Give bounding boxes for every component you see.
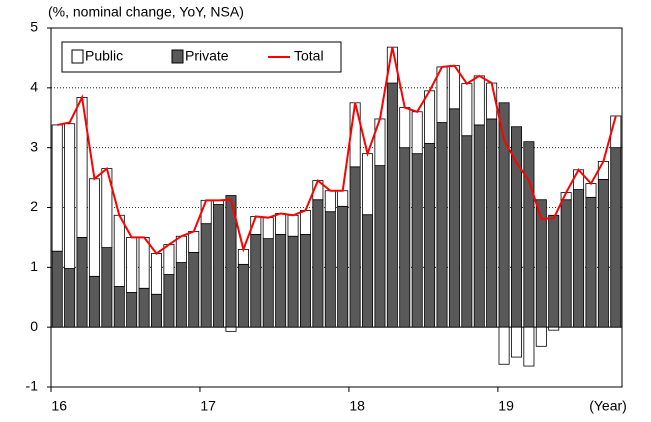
bar-private	[101, 247, 113, 328]
bar-private	[275, 234, 287, 328]
bar-public	[411, 111, 423, 155]
legend-swatch	[171, 49, 184, 64]
bar-private	[597, 178, 609, 328]
bar-private	[386, 82, 398, 328]
bar-private	[138, 287, 150, 328]
legend-label: Public	[85, 48, 123, 64]
bar-public	[399, 107, 411, 149]
bar-public	[163, 244, 175, 275]
bar-private	[88, 275, 100, 328]
bar-private	[113, 286, 125, 328]
bar-private	[585, 196, 597, 328]
x-tick-label: 16	[51, 398, 67, 414]
bar-private	[461, 135, 473, 328]
x-tick-label: 17	[200, 398, 216, 414]
bar-public	[473, 75, 485, 126]
bar-public	[188, 231, 200, 253]
bar-public	[126, 237, 138, 293]
bar-public	[597, 161, 609, 180]
bar-public	[324, 190, 336, 213]
bar-private	[523, 141, 535, 328]
bar-private	[299, 234, 311, 328]
y-tick-label: -1	[26, 378, 39, 394]
bar-private	[362, 214, 374, 328]
bar-private	[573, 189, 585, 328]
bar-public	[510, 326, 522, 358]
bar-private	[324, 211, 336, 328]
bar-private	[399, 147, 411, 328]
legend-label: Private	[185, 48, 229, 64]
bar-private	[337, 205, 349, 328]
bar-private	[51, 250, 63, 328]
legend-box	[61, 41, 342, 73]
bar-public	[275, 213, 287, 235]
bar-public	[287, 214, 299, 237]
bar-private	[486, 118, 498, 328]
bar-private	[473, 124, 485, 328]
bar-private	[64, 268, 76, 328]
bar-private	[610, 147, 622, 328]
chart-title: (%, nominal change, YoY, NSA)	[48, 4, 244, 20]
bar-public	[535, 326, 547, 347]
bar-public	[64, 123, 76, 269]
x-tick-label: 18	[349, 398, 365, 414]
bar-public	[51, 124, 63, 252]
bar-private	[448, 108, 460, 328]
bar-private	[76, 237, 88, 328]
legend-swatch	[71, 49, 84, 64]
bar-private	[151, 293, 163, 328]
bar-private	[424, 143, 436, 328]
bar-public	[151, 253, 163, 295]
bar-public	[337, 190, 349, 207]
bar-public	[523, 326, 535, 367]
bar-public	[498, 326, 510, 365]
y-tick-label: 5	[30, 19, 38, 35]
y-tick-label: 4	[30, 79, 38, 95]
bar-private	[213, 204, 225, 328]
bar-private	[411, 153, 423, 328]
bar-public	[88, 178, 100, 277]
bar-private	[188, 251, 200, 328]
plot-frame	[50, 27, 623, 388]
bar-private	[200, 223, 212, 328]
y-tick-label: 1	[30, 258, 38, 274]
x-tick-label: 19	[498, 398, 514, 414]
bar-private	[262, 238, 274, 328]
bar-private	[548, 214, 560, 328]
bar-public	[548, 326, 560, 331]
bar-public	[225, 326, 237, 332]
bar-private	[175, 262, 187, 328]
bar-public	[362, 153, 374, 216]
y-tick-label: 2	[30, 198, 38, 214]
bar-public	[200, 199, 212, 225]
y-tick-label: 0	[30, 318, 38, 334]
bar-private	[126, 292, 138, 328]
bar-public	[461, 83, 473, 137]
bar-public	[262, 217, 274, 240]
bar-public	[585, 183, 597, 198]
total-line	[57, 46, 617, 255]
bar-public	[138, 237, 150, 289]
bar-private	[287, 235, 299, 328]
bar-private	[349, 166, 361, 328]
bar-private	[312, 199, 324, 328]
bar-public	[113, 214, 125, 287]
bar-private	[374, 165, 386, 328]
y-tick-label: 3	[30, 138, 38, 154]
bar-private	[163, 274, 175, 328]
bar-private	[237, 263, 249, 328]
bar-private	[560, 199, 572, 328]
x-axis-label: (Year)	[589, 398, 627, 414]
bar-private	[436, 122, 448, 328]
legend-label: Total	[294, 48, 324, 64]
bar-private	[250, 234, 262, 328]
bar-public	[299, 210, 311, 235]
bar-public	[175, 235, 187, 263]
